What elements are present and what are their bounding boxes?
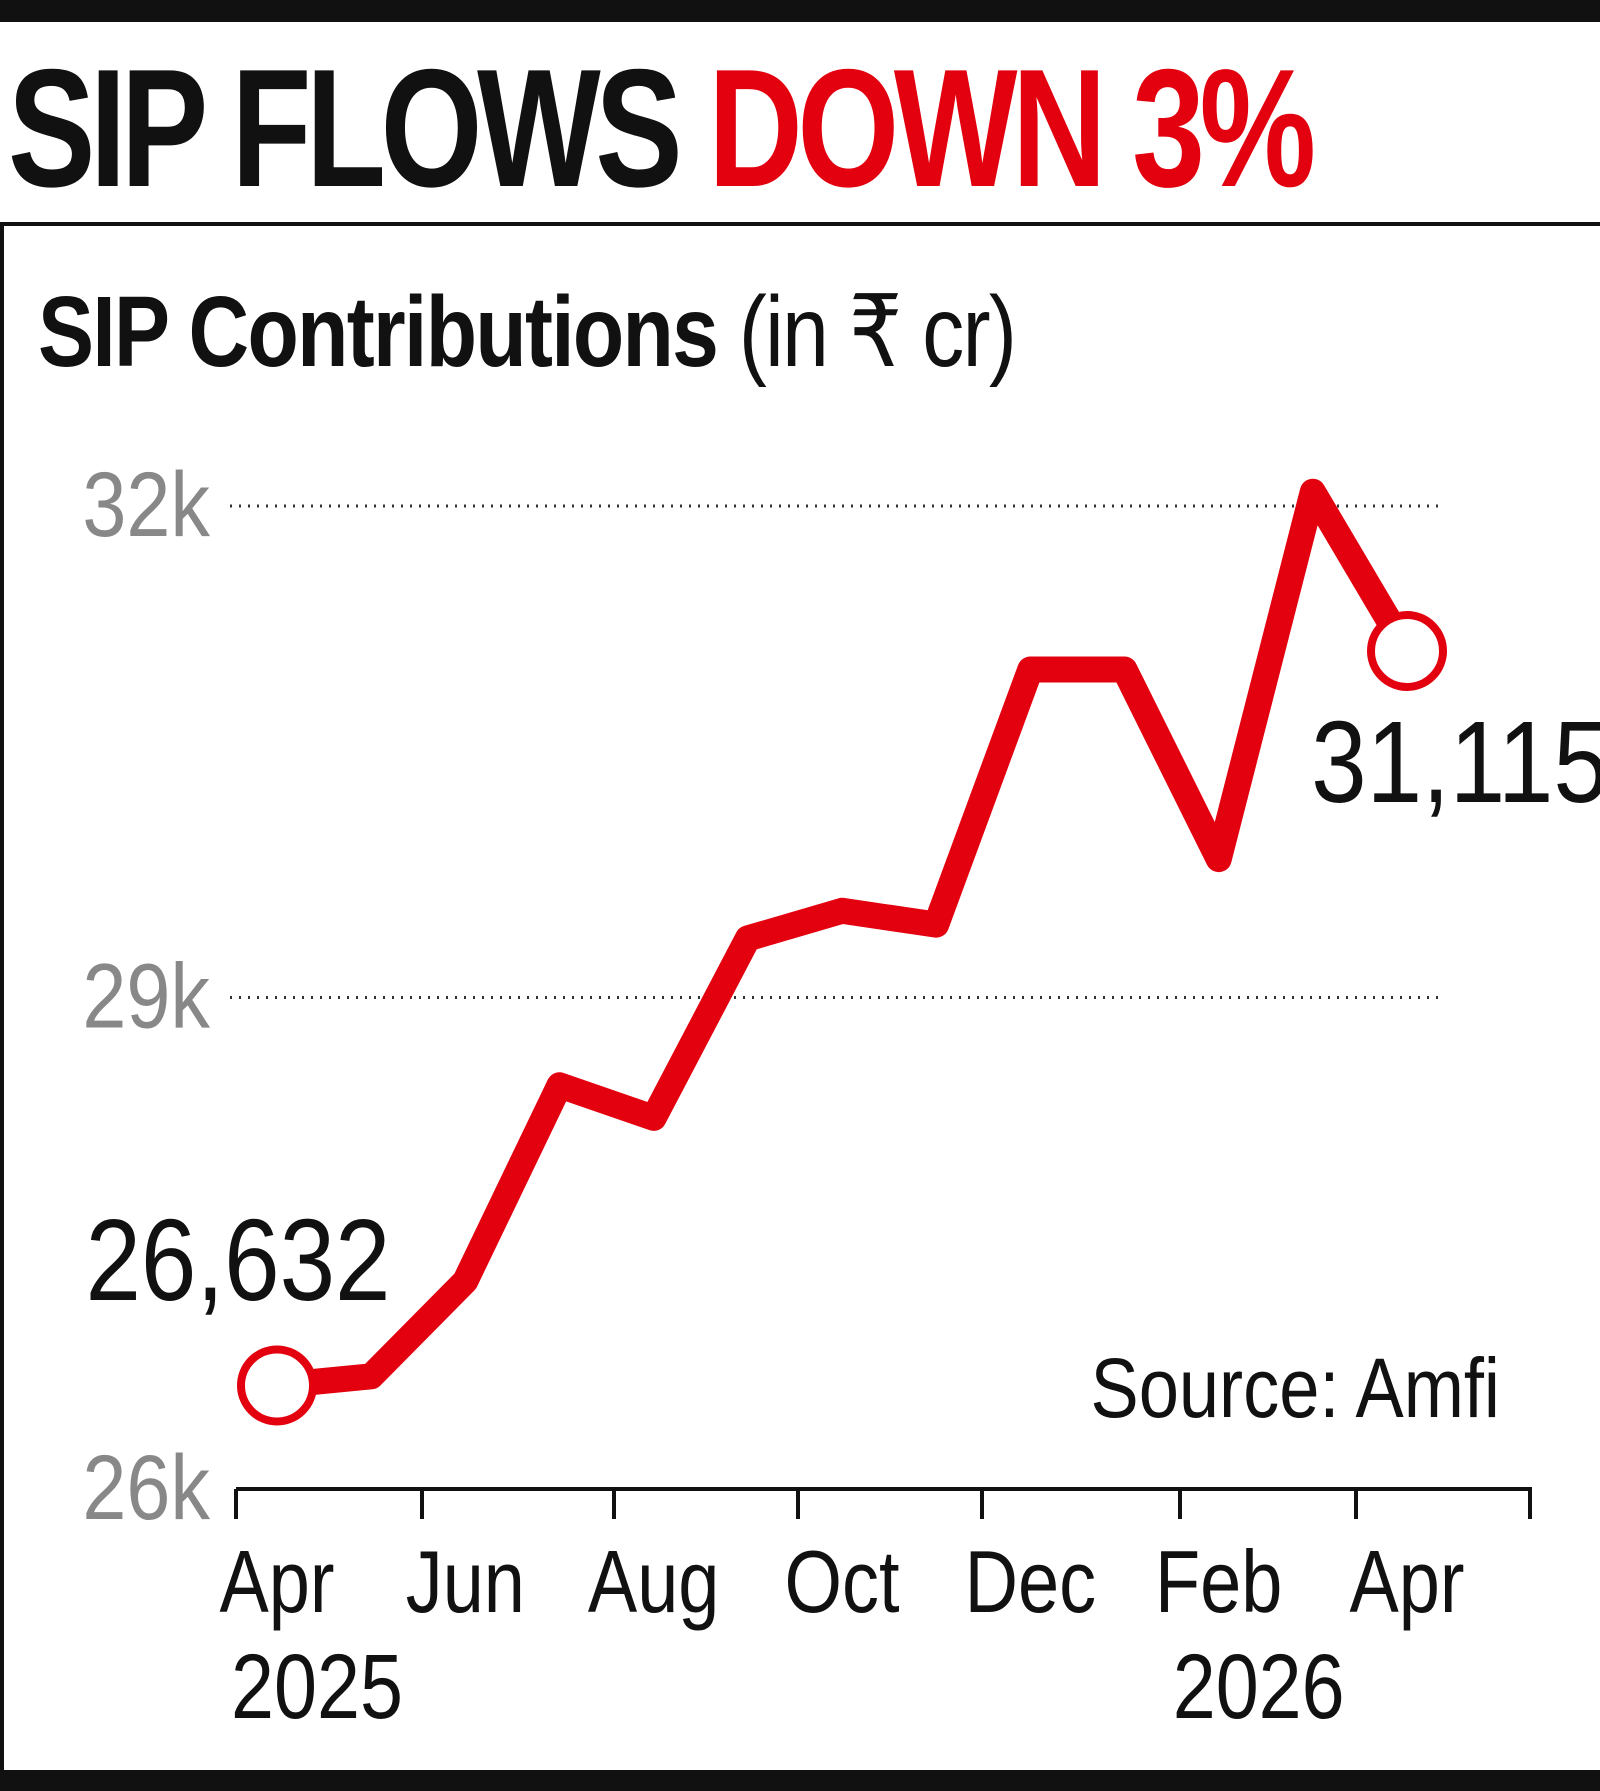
endpoint-marker	[1367, 610, 1447, 691]
chart-title: SIP Contributions (in ₹ cr)	[38, 282, 1017, 382]
data-label: 31,115	[1311, 697, 1600, 827]
chart-frame	[0, 222, 1600, 1770]
endpoint-marker	[237, 1345, 317, 1426]
x-tick-label: Apr	[219, 1533, 334, 1632]
top-rule	[0, 0, 1600, 22]
x-tick-year-label: 2026	[1173, 1636, 1345, 1739]
x-tick-label: Oct	[785, 1533, 900, 1632]
x-tick-label: Feb	[1155, 1533, 1282, 1632]
y-tick-labels: 32k 29k 26k	[82, 453, 211, 1539]
x-tick-label: Apr	[1349, 1533, 1464, 1632]
y-tick-label: 32k	[82, 453, 211, 556]
chart-title-text: SIP Contributions	[38, 276, 719, 388]
annotations: 26,632 31,115	[85, 610, 1600, 1426]
x-tick-year-label: 2025	[231, 1636, 403, 1739]
data-label: 26,632	[85, 1195, 390, 1325]
x-tick-label: Jun	[406, 1533, 525, 1632]
series-sip	[264, 478, 1420, 1399]
x-tick-label: Dec	[965, 1533, 1096, 1632]
x-axis	[234, 1487, 1532, 1519]
y-tick-label: 29k	[82, 945, 211, 1048]
x-tick-label: Aug	[588, 1533, 720, 1632]
chart-unit: (in ₹ cr)	[738, 276, 1017, 388]
series-line	[264, 478, 1420, 1399]
headline: SIP FLOWS DOWN 3%	[8, 44, 1316, 212]
y-tick-label: 26k	[82, 1436, 211, 1539]
source-note: Source: Amfi	[1091, 1341, 1500, 1435]
bottom-rule	[0, 1770, 1600, 1791]
headline-part-2: DOWN 3%	[708, 34, 1316, 222]
headline-part-1: SIP FLOWS	[8, 34, 683, 222]
